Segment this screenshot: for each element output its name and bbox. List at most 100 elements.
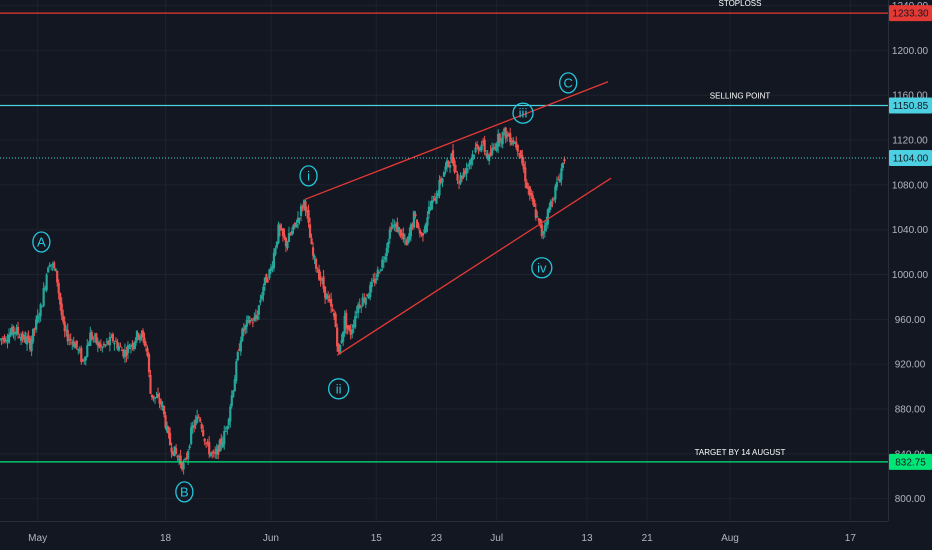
candle-body (466, 165, 470, 167)
candle-body (57, 282, 60, 294)
candle-body (457, 182, 461, 184)
candle-body (524, 167, 527, 182)
candle-body (477, 147, 480, 151)
candle-body (369, 285, 372, 297)
candle-body (89, 332, 92, 346)
candle-body (158, 398, 161, 404)
candle-body (370, 281, 373, 288)
wave-label-text: iv (537, 260, 547, 275)
candle-body (116, 342, 119, 349)
candle-body (71, 342, 74, 344)
candle-body (277, 224, 280, 244)
candle-body (134, 340, 137, 346)
candle-body (235, 361, 238, 381)
candle-body (376, 269, 379, 277)
candle-body (439, 178, 443, 183)
candle-body (448, 165, 452, 168)
candle-body (327, 296, 330, 299)
candle-body (51, 263, 54, 265)
candle-body (120, 350, 124, 352)
candle-body (193, 425, 196, 428)
x-tick-label: Jul (490, 533, 503, 544)
candle-body (239, 340, 242, 352)
candle-body (104, 344, 107, 346)
candle-body (86, 345, 89, 357)
candle-body (394, 224, 397, 228)
candle-body (256, 316, 259, 319)
candle-body (345, 312, 348, 329)
candle-body (143, 337, 146, 345)
wave-label: i (299, 165, 318, 187)
candle-body (247, 316, 250, 319)
candle-body (220, 438, 223, 445)
candle-body (29, 338, 32, 350)
candle-body (480, 144, 483, 151)
candle-body (485, 153, 488, 155)
candle-body (7, 334, 11, 343)
y-tick-label: 1200.00 (892, 46, 929, 57)
candle-body (56, 270, 59, 283)
candle-body (9, 332, 12, 336)
candle-body (38, 317, 41, 319)
candle-body (486, 153, 489, 159)
stoploss-annotation: STOPLOSS (719, 0, 762, 8)
candle-body (6, 340, 9, 342)
candle-body (45, 274, 48, 291)
candle-body (352, 324, 355, 328)
candle-body (308, 224, 312, 238)
x-tick-label: Jun (263, 533, 279, 544)
lower-channel (336, 177, 612, 356)
candle-body (331, 309, 334, 311)
candle-body (424, 223, 428, 233)
candle-body (381, 259, 384, 268)
candle-body (16, 326, 20, 335)
candle-body (409, 224, 412, 237)
candle-body (301, 206, 304, 209)
channel-lines (304, 81, 612, 356)
candle-body (253, 317, 256, 321)
candle-body (504, 127, 507, 139)
candle-body (412, 211, 415, 228)
candle-body (90, 332, 93, 340)
candle-body (310, 238, 313, 245)
wave-label-circle (175, 481, 194, 503)
candle-body (74, 343, 77, 349)
candle-body (537, 218, 540, 222)
candle-body (292, 224, 295, 230)
y-tick-label: 800.00 (895, 494, 926, 505)
wave-label-text: C (563, 75, 572, 90)
candle-body (108, 337, 111, 346)
candle-body (99, 344, 102, 347)
wave-label-circle (299, 165, 318, 187)
candle-body (543, 225, 546, 232)
candle-body (135, 330, 139, 341)
x-tick-label: 23 (431, 533, 443, 544)
candle-body (39, 304, 42, 317)
candle-body (236, 352, 239, 361)
candle-body (316, 271, 319, 273)
candle-body (320, 279, 324, 281)
candle-body (15, 327, 18, 334)
candle-body (167, 427, 170, 434)
candle-body (24, 336, 27, 343)
x-tick-label: 15 (371, 533, 383, 544)
candle-body (397, 227, 400, 231)
candle-body (63, 321, 66, 332)
candle-body (290, 230, 294, 235)
candle-body (298, 218, 301, 220)
last-price-badge (889, 149, 932, 166)
candle-body (388, 229, 391, 239)
candle-body (364, 297, 367, 305)
candle-body (68, 339, 71, 341)
candle-body (199, 418, 202, 422)
candle-body (334, 313, 337, 327)
candle-body (33, 328, 36, 330)
target-badge-label: 832.75 (895, 457, 926, 468)
candle-body (471, 154, 474, 161)
candle-body (95, 333, 98, 344)
candle-body (257, 305, 260, 315)
candle-body (150, 394, 154, 398)
